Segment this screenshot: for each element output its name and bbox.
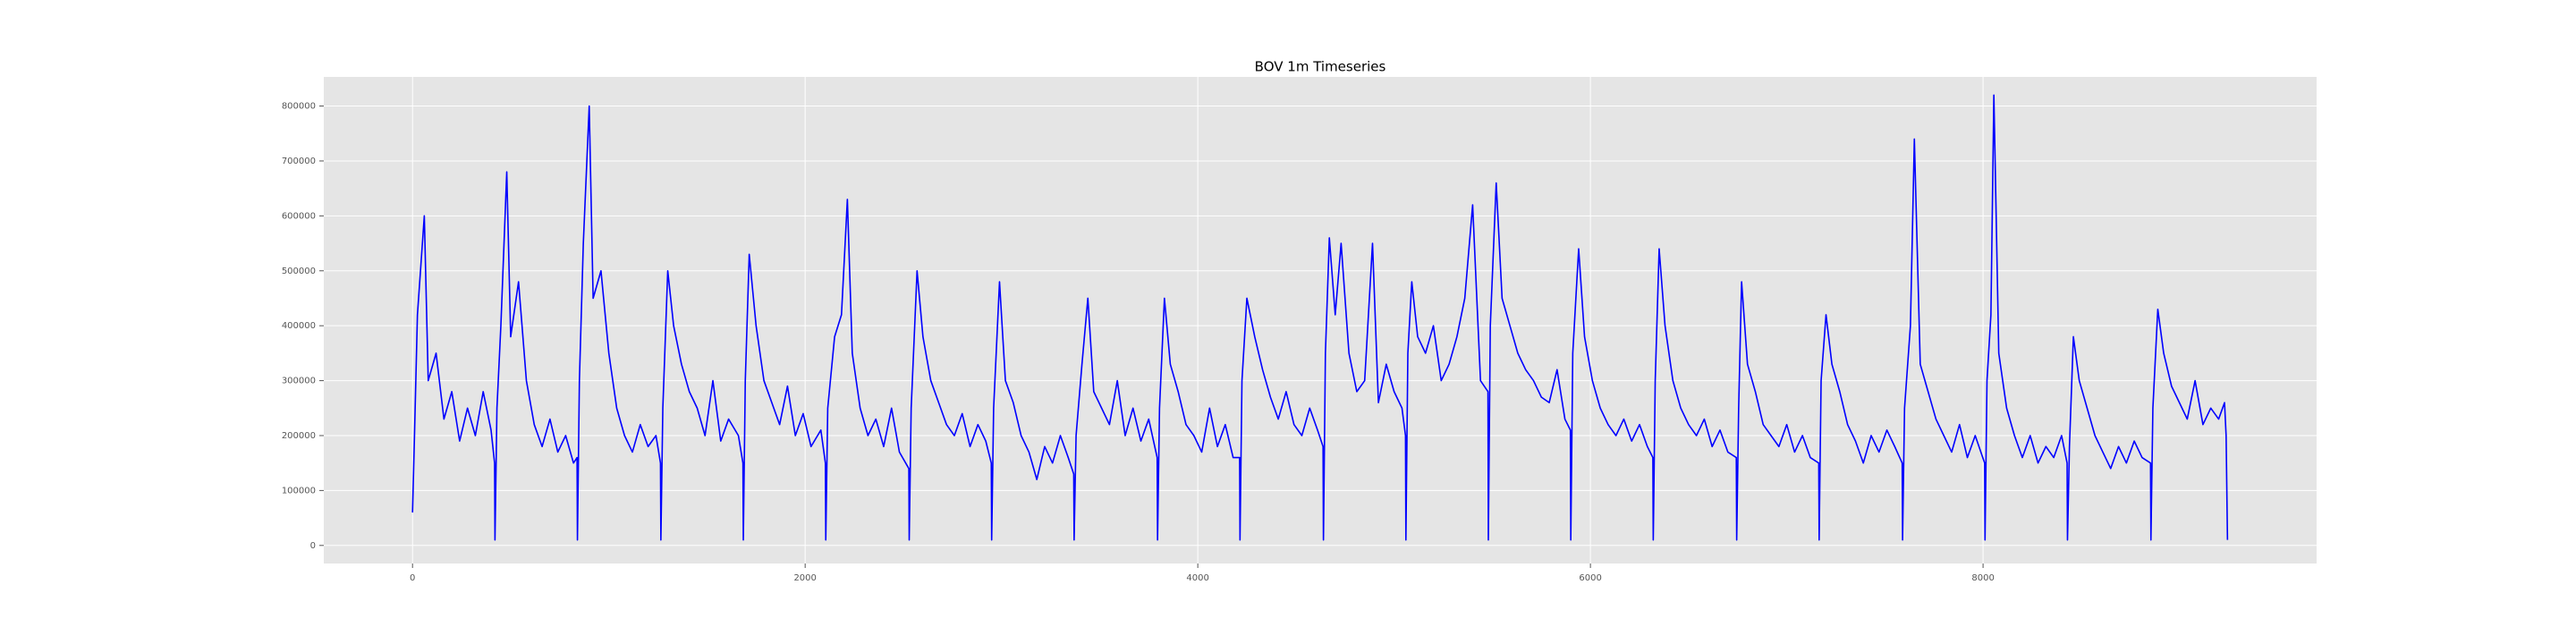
y-tick-label: 600000 xyxy=(282,211,316,221)
y-tick-label: 100000 xyxy=(282,486,316,496)
x-tick-label: 6000 xyxy=(1579,573,1601,583)
x-tick-label: 2000 xyxy=(793,573,816,583)
y-tick-label: 500000 xyxy=(282,267,316,276)
x-tick-label: 8000 xyxy=(1971,573,1994,583)
y-tick-label: 400000 xyxy=(282,321,316,331)
y-tick-label: 800000 xyxy=(282,102,316,112)
x-tick-label: 0 xyxy=(410,573,415,583)
y-tick-label: 300000 xyxy=(282,377,316,386)
chart-title: BOV 1m Timeseries xyxy=(1255,59,1386,75)
series-line xyxy=(411,94,2229,541)
y-tick-label: 200000 xyxy=(282,431,316,441)
x-tick-label: 4000 xyxy=(1186,573,1208,583)
y-tick-label: 700000 xyxy=(282,157,316,166)
y-tick-label: 0 xyxy=(310,541,316,551)
